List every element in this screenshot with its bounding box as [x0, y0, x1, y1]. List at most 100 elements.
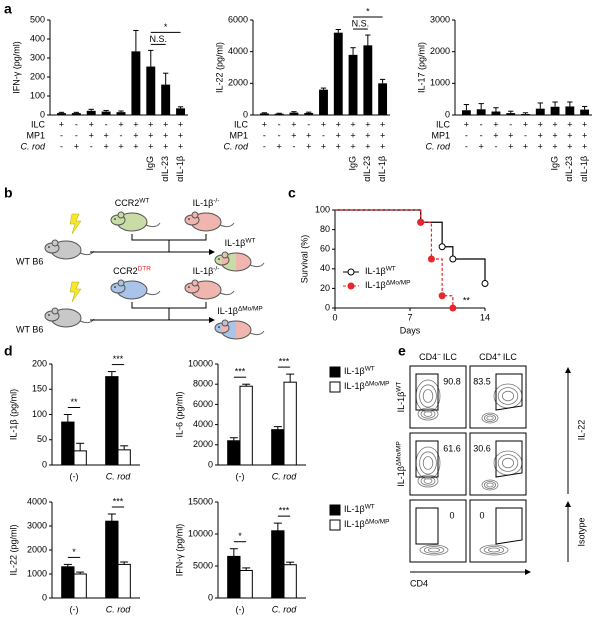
survival-marker: [417, 218, 425, 226]
x-axis-label: Days: [400, 325, 421, 335]
flow-contour: [487, 547, 500, 553]
flow-contour: [423, 546, 445, 554]
legend-label-part: IL-1β: [365, 266, 386, 276]
legend-label-part: IL-1β: [344, 381, 365, 391]
flow-row-label: IL-1βWT: [395, 382, 406, 413]
flow-plot: [469, 499, 527, 563]
bar: [461, 110, 471, 115]
survival-line: [335, 209, 454, 308]
condition-label: ILC: [234, 119, 249, 129]
bar: [271, 429, 285, 466]
flow-y-label: IL-22: [576, 420, 586, 441]
mouse-eye: [188, 218, 190, 220]
condition-label: C. rod: [425, 141, 451, 151]
y-axis-label: IL-1β (pg/ml): [8, 389, 18, 440]
y-tick-label: 1000: [27, 568, 47, 578]
flow-row-label-part: IL-1β: [396, 466, 406, 487]
legend-label-part: IL-1β: [344, 519, 365, 529]
mouse-eye: [114, 218, 116, 220]
condition-sign: +: [365, 141, 370, 151]
significance-label: ***: [235, 367, 246, 377]
flow-row-label-part: ΔMo/MP: [395, 441, 402, 466]
treatment-label: αIL-23: [362, 156, 372, 182]
condition-sign: -: [509, 119, 512, 129]
y-tick-label: 2000: [430, 46, 450, 56]
y-tick-label: 1000: [430, 78, 450, 88]
flow-contour: [481, 412, 499, 424]
y-tick-label: 20: [320, 283, 330, 293]
condition-sign: +: [321, 141, 326, 151]
mouse-ear: [117, 279, 125, 287]
condition-sign: +: [118, 119, 123, 129]
bar: [333, 32, 343, 115]
mouse-tail: [249, 330, 265, 336]
bar: [239, 385, 253, 466]
x-tick-label: 14: [480, 312, 490, 322]
condition-sign: +: [306, 130, 311, 140]
flow-column-header-part: −: [437, 351, 441, 358]
condition-sign: +: [582, 119, 587, 129]
flow-row-label-part: WT: [395, 382, 402, 392]
condition-sign: +: [508, 130, 513, 140]
bar: [73, 573, 87, 599]
legend-marker: [347, 268, 355, 276]
condition-sign: +: [336, 130, 341, 140]
x-tick-label: (-): [236, 471, 245, 481]
bar: [131, 51, 141, 115]
condition-sign: +: [380, 141, 385, 151]
y-tick-label: 3000: [27, 520, 47, 530]
y-tick-label: 2000: [193, 439, 213, 449]
mouse-eye: [188, 286, 190, 288]
bar: [565, 106, 575, 115]
survival-marker: [438, 292, 446, 300]
significance-label: N.S.: [149, 34, 167, 44]
y-tick-label: 300: [30, 52, 45, 62]
condition-sign: +: [567, 119, 572, 129]
condition-sign: -: [60, 130, 63, 140]
treatment-label: IgG: [347, 156, 357, 171]
flow-percentage: 0: [449, 510, 454, 520]
flow-gate: [495, 507, 523, 545]
x-tick-label: (-): [236, 604, 245, 614]
flow-contour: [497, 454, 519, 472]
condition-sign: -: [465, 130, 468, 140]
condition-sign: +: [89, 119, 94, 129]
y-tick-label: 40: [320, 263, 330, 273]
flow-contour: [423, 478, 433, 484]
bar: [227, 440, 241, 466]
mouse-ear: [221, 319, 229, 327]
bracket: [131, 302, 207, 320]
legend-label: IL-1βWT: [344, 503, 375, 514]
condition-sign: -: [263, 130, 266, 140]
y-tick-label: 150: [32, 384, 47, 394]
condition-sign: +: [552, 119, 557, 129]
condition-sign: +: [148, 141, 153, 151]
flow-row-label-part: IL-1β: [396, 392, 406, 413]
mouse-ear: [117, 211, 125, 219]
mouse-tail: [219, 290, 235, 296]
panel-letter: e: [398, 343, 406, 359]
condition-sign: -: [480, 119, 483, 129]
y-tick-label: 100: [30, 90, 45, 100]
mouse-ear: [51, 239, 59, 247]
x-tick-label: (-): [70, 471, 79, 481]
condition-label: MP1: [229, 130, 248, 140]
flow-contour: [423, 411, 433, 417]
recipient-label: WT B6: [16, 324, 43, 334]
bar: [146, 66, 156, 115]
bar: [274, 113, 284, 115]
condition-sign: +: [133, 119, 138, 129]
mouse-ear: [191, 279, 199, 287]
flow-x-label: CD4: [410, 578, 428, 588]
condition-sign: +: [380, 130, 385, 140]
treatment-label: αIL-23: [160, 156, 170, 182]
treatment-label: αIL-1β: [175, 156, 185, 182]
y-tick-label: 0: [325, 302, 330, 312]
donor-label-part: CCR2: [115, 198, 140, 208]
significance-label: ***: [113, 496, 124, 506]
y-tick-label: 100: [315, 204, 330, 214]
condition-sign: +: [103, 130, 108, 140]
survival-marker: [427, 255, 435, 263]
condition-sign: +: [74, 141, 79, 151]
